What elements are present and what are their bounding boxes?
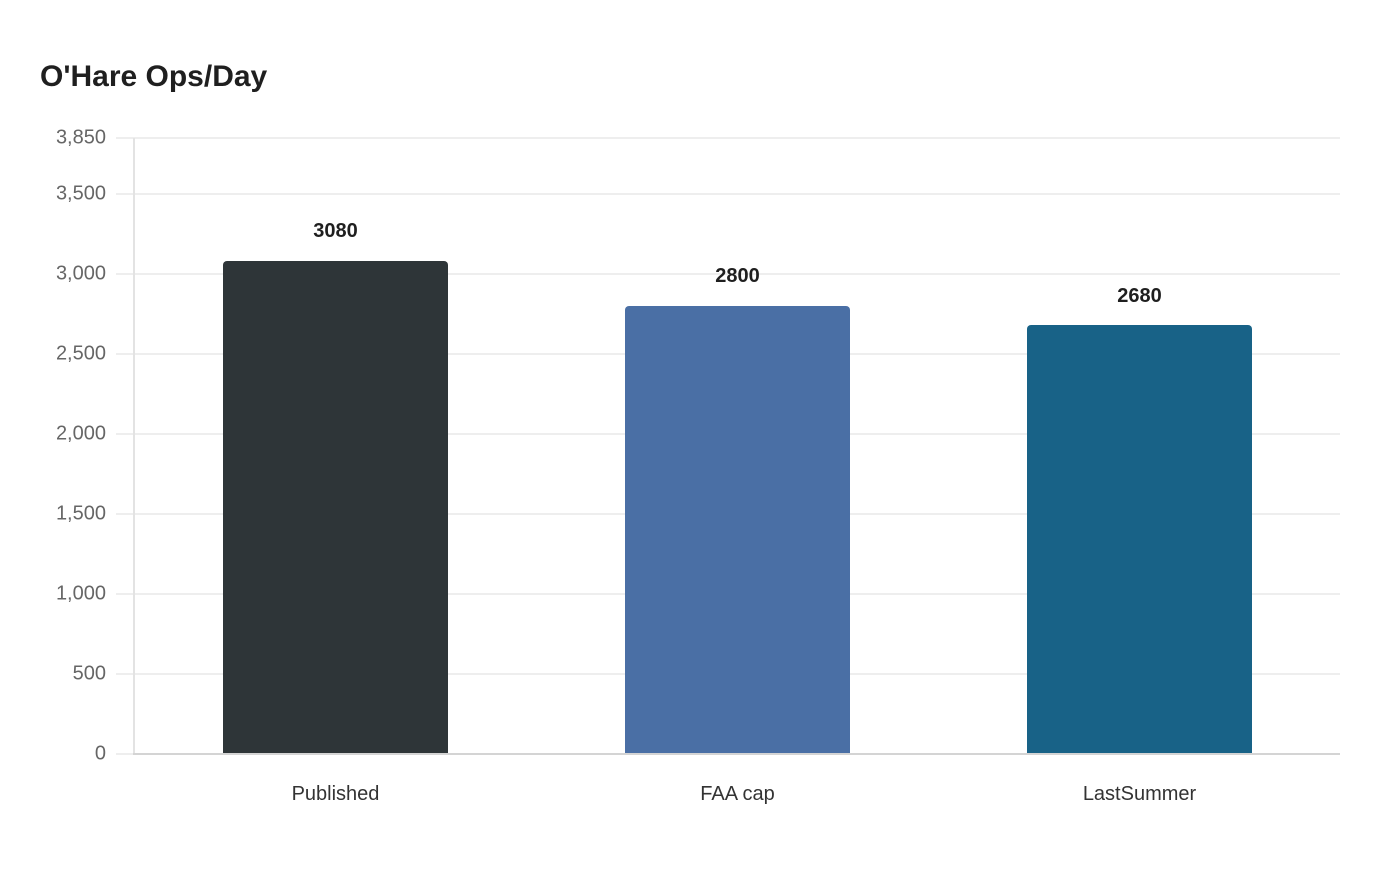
chart-title: O'Hare Ops/Day bbox=[40, 60, 268, 93]
y-tick-label: 1,000 bbox=[55, 582, 106, 605]
x-tick-label: FAA cap bbox=[700, 783, 775, 805]
x-tick-label: LastSummer bbox=[1082, 783, 1197, 805]
bar-value-label: 2800 bbox=[715, 265, 760, 287]
y-tick-label: 3,500 bbox=[55, 182, 106, 205]
y-tick-mark bbox=[116, 753, 134, 755]
y-tick-label: 3,000 bbox=[55, 262, 106, 285]
y-tick-label: 3,850 bbox=[55, 126, 106, 149]
y-tick-mark bbox=[116, 433, 134, 435]
bar-faa-cap[interactable] bbox=[625, 306, 850, 754]
bar-value-label: 3080 bbox=[313, 220, 358, 242]
y-tick-mark bbox=[116, 273, 134, 275]
y-axis-line bbox=[133, 138, 135, 754]
gridline bbox=[134, 193, 1340, 195]
y-tick-mark bbox=[116, 193, 134, 195]
y-tick-label: 1,500 bbox=[55, 502, 106, 525]
y-tick-mark bbox=[116, 673, 134, 675]
gridline bbox=[134, 137, 1340, 139]
y-tick-label: 500 bbox=[72, 662, 106, 685]
y-tick-label: 0 bbox=[94, 742, 106, 765]
bar-last-summer[interactable] bbox=[1027, 325, 1252, 754]
y-tick-mark bbox=[116, 593, 134, 595]
bar-published[interactable] bbox=[223, 261, 448, 754]
y-tick-mark bbox=[116, 513, 134, 515]
y-tick-label: 2,500 bbox=[55, 342, 106, 365]
x-axis-line bbox=[133, 753, 1340, 755]
y-tick-label: 2,000 bbox=[55, 422, 106, 445]
gridline bbox=[134, 273, 1340, 275]
bar-value-label: 2680 bbox=[1117, 285, 1162, 307]
y-tick-mark bbox=[116, 137, 134, 139]
x-tick-label: Published bbox=[291, 783, 380, 805]
y-tick-mark bbox=[116, 353, 134, 355]
